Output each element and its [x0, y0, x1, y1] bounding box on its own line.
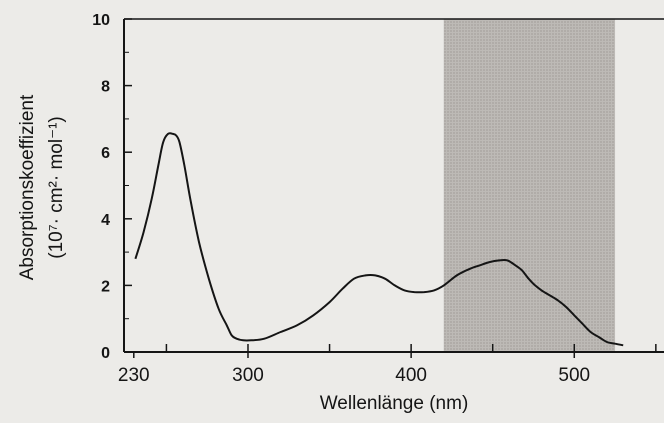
x-tick-label: 500: [558, 365, 590, 386]
y-tick-label: 4: [101, 212, 110, 229]
y-tick-label: 0: [101, 345, 110, 362]
y-axis-title-line-1: Absorptionskoeffizient: [17, 94, 38, 280]
y-axis-title-line-2: (10⁷· cm²· mol⁻¹): [46, 116, 67, 259]
absorption-curve: [134, 132, 624, 347]
series-layer: [134, 132, 624, 347]
x-tick-label: 230: [118, 365, 150, 386]
y-tick-label: 8: [101, 79, 110, 96]
x-tick-label: 400: [395, 365, 427, 386]
axes: 0 2 4 6 8 10 230 300 400 500: [92, 12, 664, 386]
y-tick-label: 2: [101, 278, 110, 295]
x-axis-title: Wellenlänge (nm): [320, 393, 469, 414]
x-tick-label: 300: [232, 365, 264, 386]
labels-layer: Wellenlänge (nm) Absorptionskoeffizient …: [17, 94, 468, 414]
shaded-band-layer: [443, 19, 616, 352]
shaded-band: [443, 19, 616, 352]
y-tick-label: 6: [101, 145, 110, 162]
y-tick-label: 10: [92, 12, 110, 29]
